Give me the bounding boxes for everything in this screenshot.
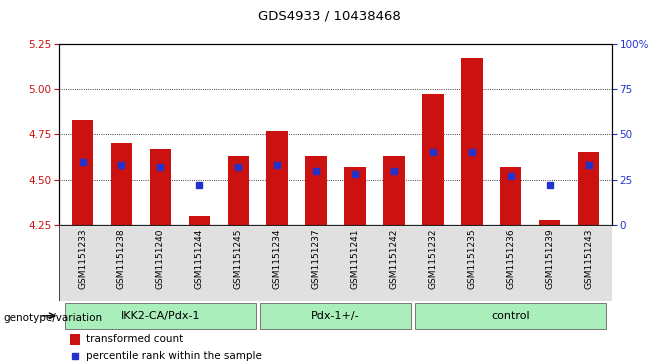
FancyBboxPatch shape: [260, 303, 411, 329]
Bar: [539, 220, 561, 225]
Text: transformed count: transformed count: [86, 334, 183, 344]
Bar: [189, 216, 210, 225]
FancyBboxPatch shape: [415, 303, 606, 329]
Text: GSM1151232: GSM1151232: [428, 229, 438, 289]
Text: GDS4933 / 10438468: GDS4933 / 10438468: [258, 9, 400, 22]
Bar: [59, 225, 612, 301]
Text: IKK2-CA/Pdx-1: IKK2-CA/Pdx-1: [120, 311, 200, 321]
Bar: [150, 149, 171, 225]
Bar: [111, 143, 132, 225]
Text: GSM1151239: GSM1151239: [545, 229, 554, 290]
Text: GSM1151235: GSM1151235: [467, 229, 476, 290]
Text: GSM1151245: GSM1151245: [234, 229, 243, 289]
Text: GSM1151241: GSM1151241: [351, 229, 359, 289]
Text: GSM1151234: GSM1151234: [272, 229, 282, 289]
Text: GSM1151237: GSM1151237: [312, 229, 320, 290]
Text: GSM1151233: GSM1151233: [78, 229, 87, 290]
Text: GSM1151242: GSM1151242: [390, 229, 399, 289]
Text: GSM1151236: GSM1151236: [506, 229, 515, 290]
Text: control: control: [492, 311, 530, 321]
Bar: [70, 334, 80, 345]
Bar: [422, 94, 443, 225]
Text: GSM1151243: GSM1151243: [584, 229, 593, 289]
Text: GSM1151240: GSM1151240: [156, 229, 165, 289]
Bar: [72, 120, 93, 225]
FancyBboxPatch shape: [65, 303, 256, 329]
Bar: [461, 58, 482, 225]
Text: GSM1151238: GSM1151238: [117, 229, 126, 290]
Bar: [383, 156, 405, 225]
Bar: [266, 131, 288, 225]
Bar: [305, 156, 327, 225]
Text: percentile rank within the sample: percentile rank within the sample: [86, 351, 262, 361]
Bar: [344, 167, 366, 225]
Bar: [500, 167, 521, 225]
Text: Pdx-1+/-: Pdx-1+/-: [311, 311, 360, 321]
Bar: [228, 156, 249, 225]
Bar: [578, 152, 599, 225]
Text: genotype/variation: genotype/variation: [3, 313, 103, 323]
Text: GSM1151244: GSM1151244: [195, 229, 204, 289]
